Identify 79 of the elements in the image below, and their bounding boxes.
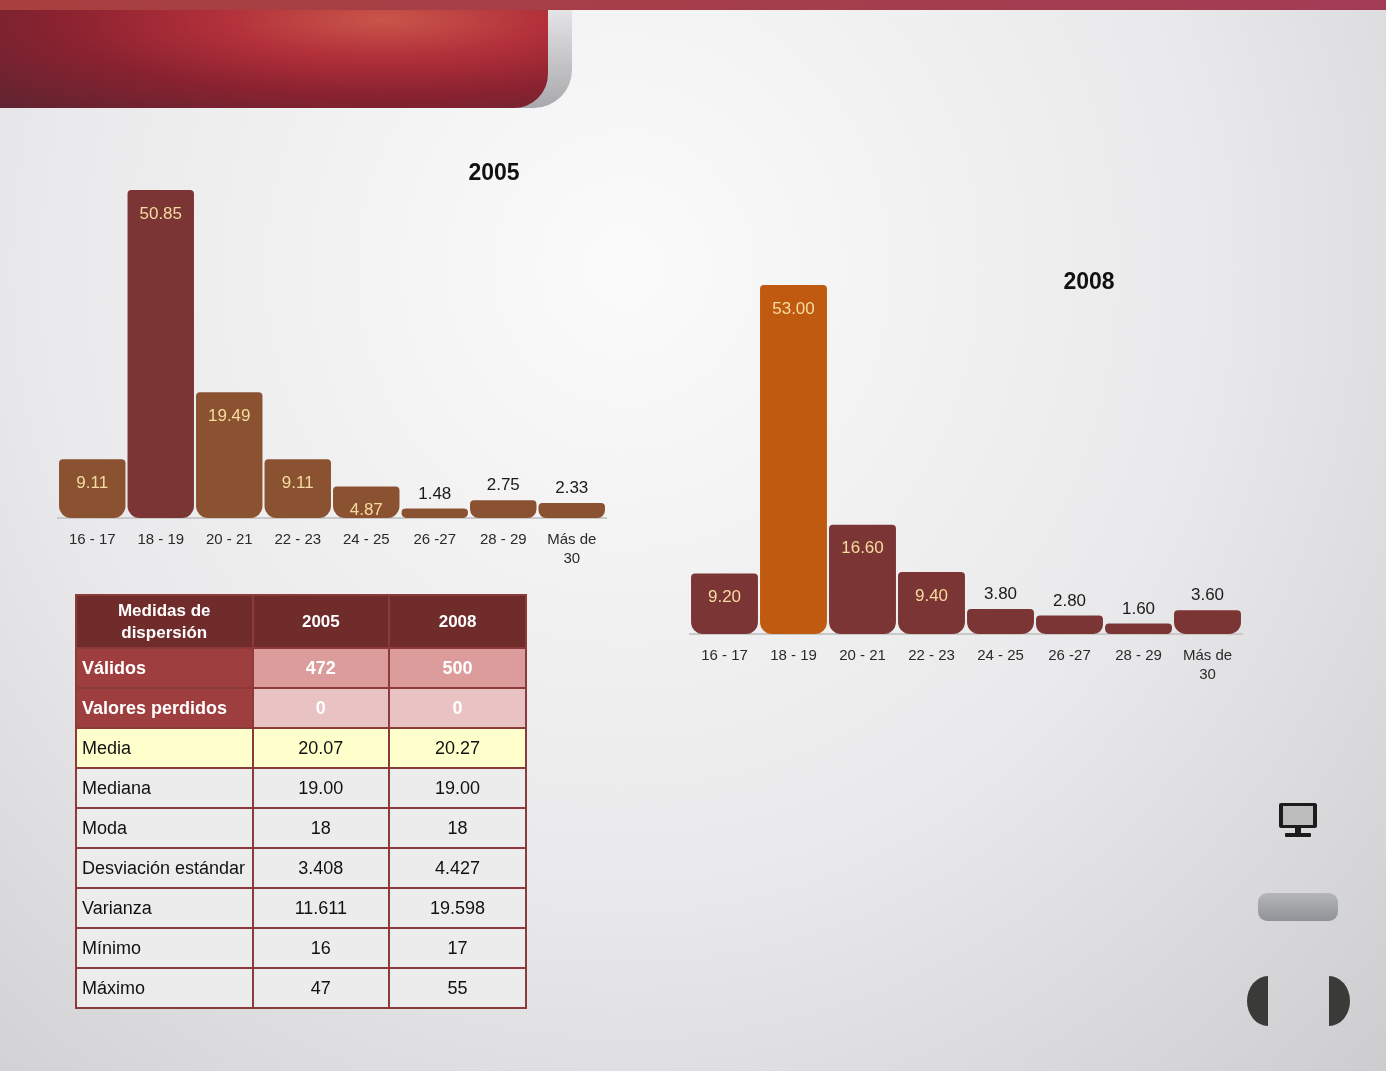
bar (196, 392, 263, 518)
data-label: 20.27 (389, 728, 526, 768)
data-label: 1.48 (418, 483, 452, 503)
data-label: 3.80 (983, 584, 1018, 604)
data-label: 1.60 (1121, 598, 1156, 618)
data-label: 17 (389, 928, 526, 968)
category-label: Valores perdidos (76, 688, 253, 728)
data-label: 3.408 (252, 848, 390, 888)
bar (127, 190, 194, 518)
x-tick-label: Más de 30 (1182, 645, 1233, 683)
data-label: 0 (389, 688, 526, 728)
x-tick-label: 22 - 23 (908, 645, 955, 663)
x-tick-label: 24 - 25 (342, 529, 390, 547)
bar (829, 524, 896, 634)
data-label: 16 (252, 928, 390, 968)
bar (691, 573, 758, 634)
category-label: Varianza (76, 888, 253, 928)
data-label: 19.49 (207, 405, 251, 425)
bar (264, 459, 331, 518)
series-label: 2005 (252, 595, 390, 648)
data-label: 53.00 (772, 298, 815, 318)
x-tick-label: 20 - 21 (839, 645, 886, 663)
data-label: 50.85 (139, 203, 183, 223)
category-label: Media (76, 728, 253, 768)
x-tick-label: 28 - 29 (479, 529, 527, 547)
x-tick-label: 22 - 23 (274, 529, 322, 547)
data-label: 47 (252, 968, 390, 1008)
bar (898, 572, 965, 634)
category-label: Moda (76, 808, 253, 848)
x-tick-label: 16 - 17 (701, 645, 748, 663)
data-label: 2.80 (1052, 590, 1087, 610)
data-label: 500 (389, 648, 526, 688)
bar (1105, 623, 1172, 634)
data-label: 18 (252, 808, 390, 848)
data-label: 4.427 (389, 848, 526, 888)
data-label: 18 (389, 808, 526, 848)
x-tick-label: 28 - 29 (1115, 645, 1162, 663)
chart-title: 2005 (468, 158, 520, 186)
bar (401, 508, 468, 518)
data-label: 11.611 (252, 888, 390, 928)
x-tick-label: 26 -27 (1048, 645, 1091, 663)
x-tick-label: 20 - 21 (205, 529, 253, 547)
data-label: 20.07 (252, 728, 390, 768)
data-label: 472 (252, 648, 390, 688)
x-tick-label: 24 - 25 (977, 645, 1024, 663)
data-label: 19.598 (389, 888, 526, 928)
series-label: 2008 (389, 595, 526, 648)
x-tick-label: 18 - 19 (137, 529, 185, 547)
bar (760, 285, 827, 634)
bar (470, 500, 537, 518)
data-label: 55 (389, 968, 526, 1008)
x-tick-label: 18 - 19 (770, 645, 817, 663)
data-label: 0 (252, 688, 390, 728)
data-label: 9.20 (707, 587, 742, 607)
category-label: Máximo (76, 968, 253, 1008)
data-label: 19.00 (389, 768, 526, 808)
data-label: 9.40 (914, 585, 949, 605)
category-label: Válidos (76, 648, 253, 688)
bar (967, 608, 1034, 634)
x-tick-label: 26 -27 (413, 529, 457, 547)
data-label: 19.00 (252, 768, 390, 808)
data-label: 2.75 (486, 475, 520, 495)
data-label: 4.87 (349, 500, 383, 520)
x-tick-label: 16 - 17 (68, 529, 116, 547)
x-tick-label: Más de 30 (547, 529, 597, 567)
bar (59, 459, 126, 518)
bar (538, 502, 605, 518)
category-label: Mediana (76, 768, 253, 808)
category-label: Desviación estándar (76, 848, 253, 888)
bar (1174, 610, 1241, 634)
data-label: 9.11 (76, 472, 109, 492)
data-label: 2.33 (555, 478, 589, 498)
data-label: 16.60 (841, 538, 884, 558)
text: Medidas de dispersión (76, 595, 253, 648)
bar (1036, 615, 1103, 634)
data-label: 3.60 (1190, 585, 1225, 605)
category-label: Mínimo (76, 928, 253, 968)
chart-title: 2008 (1063, 267, 1115, 295)
data-label: 9.11 (281, 472, 314, 492)
